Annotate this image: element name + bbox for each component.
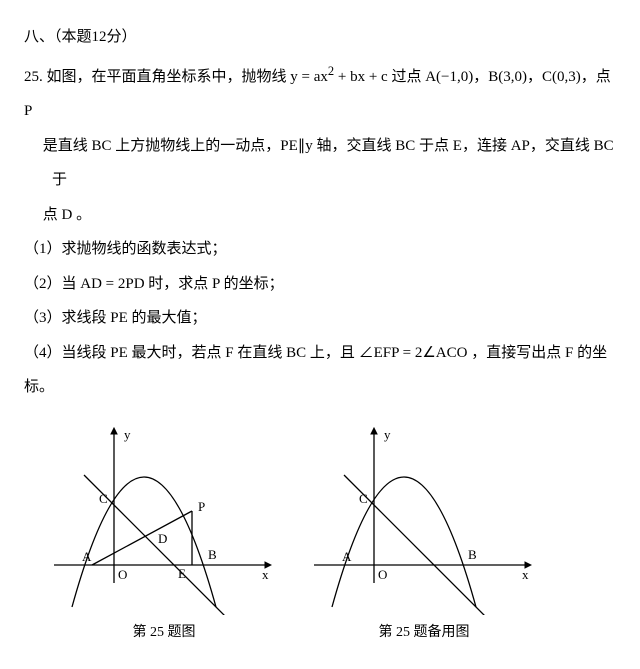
figure-2-caption: 第 25 题备用图	[379, 617, 470, 649]
figures-row: A B C Ox y P E D 第 25 题图 A B C Ox y 第 25 题备用图	[24, 415, 616, 649]
problem-line-3: 25.点 D 。	[24, 198, 616, 233]
text-part: 点 D 。	[43, 207, 91, 223]
svg-text:D: D	[158, 531, 167, 546]
problem-number: 25.	[24, 69, 43, 85]
section-header: 八、（本题12分）	[24, 20, 616, 55]
figure-1: A B C Ox y P E D 第 25 题图	[44, 415, 284, 649]
sub-question-3: （3）求线段 PE 的最大值；	[24, 301, 616, 336]
svg-text:P: P	[198, 499, 205, 514]
sub-question-4: （4）当线段 PE 最大时，若点 F 在直线 BC 上，且 ∠EFP = 2∠A…	[24, 336, 616, 405]
sub-question-2: （2）当 AD = 2PD 时，求点 P 的坐标；	[24, 267, 616, 302]
svg-text:x: x	[262, 567, 269, 582]
svg-text:C: C	[99, 491, 108, 506]
svg-text:B: B	[208, 547, 217, 562]
figure-2-svg: A B C Ox y	[304, 415, 544, 615]
figure-2: A B C Ox y 第 25 题备用图	[304, 415, 544, 649]
svg-text:O: O	[378, 567, 387, 582]
svg-text:x: x	[522, 567, 529, 582]
svg-text:O: O	[118, 567, 127, 582]
svg-text:C: C	[359, 491, 368, 506]
problem-line-1: 25. 如图，在平面直角坐标系中，抛物线 y = ax2 + bx + c 过点…	[24, 57, 616, 129]
svg-text:E: E	[178, 566, 186, 581]
svg-text:y: y	[124, 427, 131, 442]
svg-text:y: y	[384, 427, 391, 442]
problem-25: 25. 如图，在平面直角坐标系中，抛物线 y = ax2 + bx + c 过点…	[24, 57, 616, 405]
figure-1-caption: 第 25 题图	[133, 617, 196, 649]
figure-1-svg: A B C Ox y P E D	[44, 415, 284, 615]
svg-text:A: A	[82, 549, 92, 564]
problem-line-2: 25.是直线 BC 上方抛物线上的一动点，PE∥y 轴，交直线 BC 于点 E，…	[24, 129, 616, 198]
svg-text:A: A	[342, 549, 352, 564]
text-part: 如图，在平面直角坐标系中，抛物线 y = ax	[47, 69, 328, 85]
sub-question-1: （1）求抛物线的函数表达式；	[24, 232, 616, 267]
text-part: 是直线 BC 上方抛物线上的一动点，PE∥y 轴，交直线 BC 于点 E，连接 …	[43, 138, 614, 189]
svg-text:B: B	[468, 547, 477, 562]
